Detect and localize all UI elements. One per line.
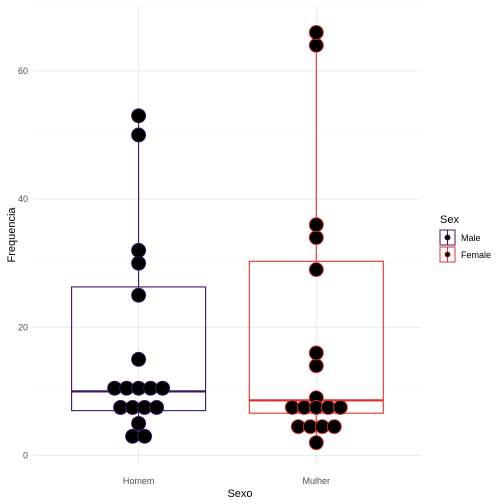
data-point [131, 255, 147, 271]
data-point [308, 262, 324, 278]
grid [33, 5, 421, 465]
legend-label: Female [461, 250, 491, 260]
legend-item-female: Female [439, 246, 491, 263]
data-point [308, 435, 324, 451]
x-tick-label: Homem [123, 476, 155, 486]
data-point [308, 358, 324, 374]
data-point [308, 24, 324, 40]
legend-label: Male [461, 233, 481, 243]
y-tick-label: 60 [18, 66, 28, 76]
legend-title: Sex [440, 214, 459, 226]
y-tick-label: 40 [18, 194, 28, 204]
y-axis-title: Frequencia [6, 207, 18, 263]
data-point [137, 428, 153, 444]
data-point [131, 351, 147, 367]
legend-item-male: Male [439, 229, 481, 246]
y-tick-label: 0 [23, 451, 28, 461]
data-point [131, 287, 147, 303]
legend-key-dot [444, 234, 451, 241]
legend: Sex Male Female [439, 214, 491, 263]
legend-key-dot [444, 251, 451, 258]
x-tick-label: Mulher [303, 476, 331, 486]
data-point [131, 242, 147, 258]
data-point [131, 416, 147, 431]
data-point [332, 399, 348, 415]
x-axis-title: Sexo [227, 488, 252, 500]
data-point [131, 108, 147, 124]
data-point [326, 419, 342, 435]
data-point [308, 345, 324, 361]
data-point [308, 37, 324, 53]
data-point [308, 230, 324, 246]
y-tick-label: 20 [18, 322, 28, 332]
x-axis-ticks: Homem Mulher [123, 476, 330, 486]
boxplots [71, 32, 384, 443]
data-point [308, 217, 324, 233]
data-point [131, 127, 147, 143]
data-point [149, 399, 165, 415]
data-points [107, 24, 348, 451]
y-axis-ticks: 0 20 40 60 [18, 66, 28, 461]
data-point [155, 380, 171, 396]
